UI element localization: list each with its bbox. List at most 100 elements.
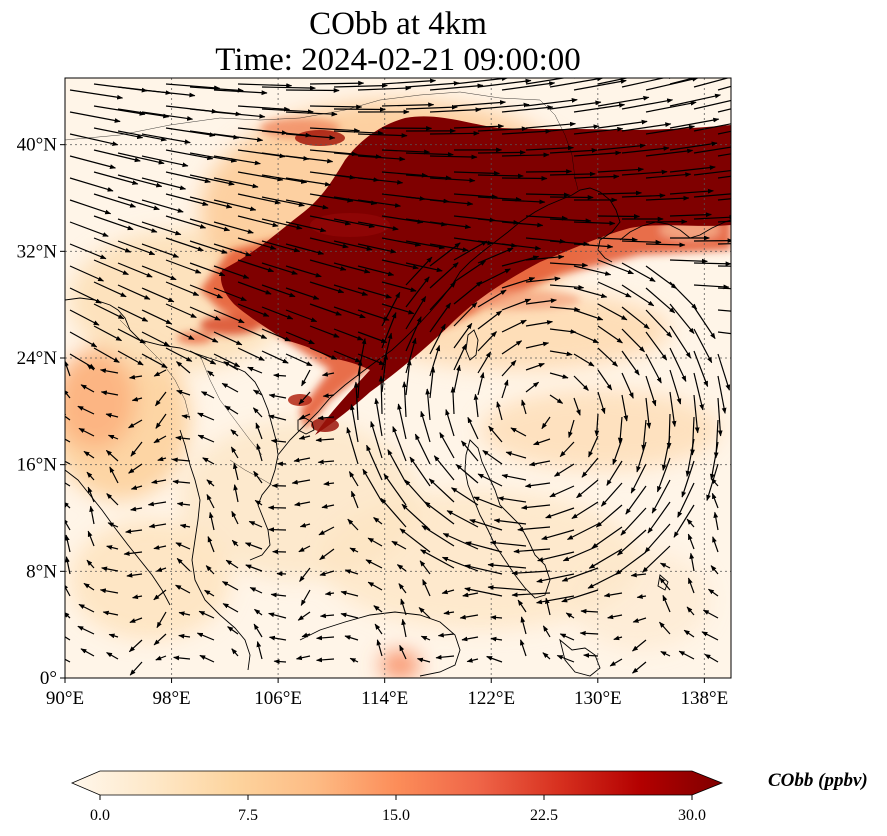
wind-vector-267 bbox=[429, 262, 459, 289]
wind-vector-691 bbox=[517, 599, 527, 613]
wind-vector-353 bbox=[477, 331, 497, 352]
wind-vector-252 bbox=[69, 287, 102, 304]
wind-vector-688 bbox=[443, 610, 455, 616]
wind-vector-414 bbox=[597, 391, 606, 415]
wind-vector-532 bbox=[65, 501, 71, 509]
wind-vector-55 bbox=[717, 108, 731, 113]
wind-vector-312 bbox=[165, 325, 195, 341]
wind-vector-325 bbox=[477, 310, 503, 330]
wind-vector-506 bbox=[109, 466, 119, 484]
wind-vector-315 bbox=[237, 325, 268, 339]
wind-vector-595 bbox=[231, 539, 239, 547]
wind-vector-515 bbox=[323, 481, 335, 486]
wind-vector-228 bbox=[165, 259, 202, 274]
wind-vector-270 bbox=[501, 277, 536, 289]
wind-vector-187 bbox=[525, 215, 568, 221]
wind-vector-311 bbox=[141, 331, 170, 347]
wind-vector-655 bbox=[324, 591, 335, 596]
wind-vector-171 bbox=[141, 221, 182, 236]
wind-vector-370 bbox=[207, 370, 215, 377]
wind-vector-727 bbox=[701, 631, 719, 641]
wind-vector-699 bbox=[702, 609, 719, 619]
wind-vector-68 bbox=[357, 133, 408, 138]
wind-vector-138 bbox=[693, 169, 731, 176]
wind-vector-309 bbox=[93, 325, 123, 342]
wind-vector-676 bbox=[156, 611, 167, 629]
wind-vector-611 bbox=[588, 548, 623, 569]
wind-vector-323 bbox=[429, 302, 451, 333]
wind-vector-472 bbox=[636, 441, 647, 473]
wind-vector-78 bbox=[597, 119, 648, 129]
wind-vector-545 bbox=[362, 468, 383, 503]
wind-vector-52 bbox=[645, 100, 697, 113]
wind-vector-667 bbox=[603, 592, 623, 598]
wind-vector-568 bbox=[248, 520, 263, 528]
wind-vector-482 bbox=[202, 457, 215, 465]
wind-vector-10 bbox=[309, 80, 365, 86]
wind-vector-572 bbox=[347, 518, 359, 531]
coastline-borneo bbox=[299, 611, 461, 677]
wind-vector-390 bbox=[693, 372, 704, 411]
wind-vector-156 bbox=[453, 193, 498, 200]
wind-vector-617 bbox=[86, 559, 95, 569]
wind-vector-605 bbox=[442, 532, 479, 550]
wind-vector-261 bbox=[285, 287, 320, 300]
wind-vector-145 bbox=[189, 196, 233, 209]
wind-vector-478 bbox=[105, 449, 119, 462]
wind-vector-701 bbox=[77, 625, 95, 635]
wind-vector-176 bbox=[261, 218, 303, 230]
wind-vector-693 bbox=[565, 612, 575, 619]
wind-vector-460 bbox=[349, 404, 359, 443]
wind-vector-332 bbox=[645, 331, 668, 361]
wind-vector-456 bbox=[255, 422, 263, 440]
wind-vector-463 bbox=[420, 410, 431, 443]
wind-vector-562 bbox=[107, 522, 119, 528]
wind-vector-58 bbox=[117, 130, 167, 142]
wind-vector-39 bbox=[333, 107, 386, 112]
wind-vector-755 bbox=[704, 653, 719, 663]
wind-vector-528 bbox=[625, 485, 647, 515]
wind-vector-654 bbox=[300, 589, 311, 606]
wind-vector-574 bbox=[380, 497, 407, 528]
wind-vector-621 bbox=[176, 557, 191, 572]
wind-vector-51 bbox=[621, 98, 674, 110]
wind-vector-277 bbox=[669, 281, 698, 310]
wind-vector-728 bbox=[65, 658, 71, 663]
wind-vector-428 bbox=[252, 407, 263, 418]
wind-vector-694 bbox=[580, 608, 599, 614]
wind-vector-685 bbox=[373, 605, 383, 613]
wind-vector-407 bbox=[429, 366, 436, 399]
wind-vector-293 bbox=[381, 303, 415, 315]
wind-vector-404 bbox=[357, 359, 363, 399]
wind-vector-476 bbox=[65, 460, 71, 465]
latitude-ticks: 0° 8°N 16°N 24°N 32°N 40°N bbox=[17, 135, 65, 689]
wind-vector-121 bbox=[285, 177, 331, 187]
wind-vector-614 bbox=[687, 533, 695, 550]
wind-vector-53 bbox=[669, 93, 721, 107]
wind-vector-334 bbox=[693, 328, 713, 364]
wind-vector-137 bbox=[669, 165, 716, 173]
wind-vector-357 bbox=[573, 353, 595, 367]
wind-vector-367 bbox=[129, 374, 143, 380]
wind-vector-263 bbox=[333, 284, 369, 296]
wind-vector-440 bbox=[541, 416, 551, 430]
wind-vector-569 bbox=[268, 527, 287, 533]
wind-vector-396 bbox=[155, 391, 167, 407]
wind-vector-479 bbox=[128, 463, 143, 474]
wind-vector-214 bbox=[501, 243, 542, 251]
wind-vector-748 bbox=[542, 652, 551, 660]
wind-vector-360 bbox=[645, 353, 662, 384]
wind-vector-268 bbox=[453, 260, 486, 283]
wind-vector-521 bbox=[455, 464, 479, 484]
wind-vector-526 bbox=[576, 479, 599, 499]
wind-vector-582 bbox=[566, 523, 599, 541]
wind-vector-719 bbox=[520, 616, 527, 635]
wind-vector-641 bbox=[659, 562, 671, 569]
wind-vector-596 bbox=[244, 542, 263, 550]
wind-vector-159 bbox=[525, 192, 570, 198]
wind-vector-244 bbox=[549, 262, 589, 268]
wind-vector-151 bbox=[333, 196, 378, 206]
wind-vector-field bbox=[65, 78, 731, 676]
wind-vector-256 bbox=[165, 281, 200, 296]
wind-vector-118 bbox=[213, 177, 259, 189]
